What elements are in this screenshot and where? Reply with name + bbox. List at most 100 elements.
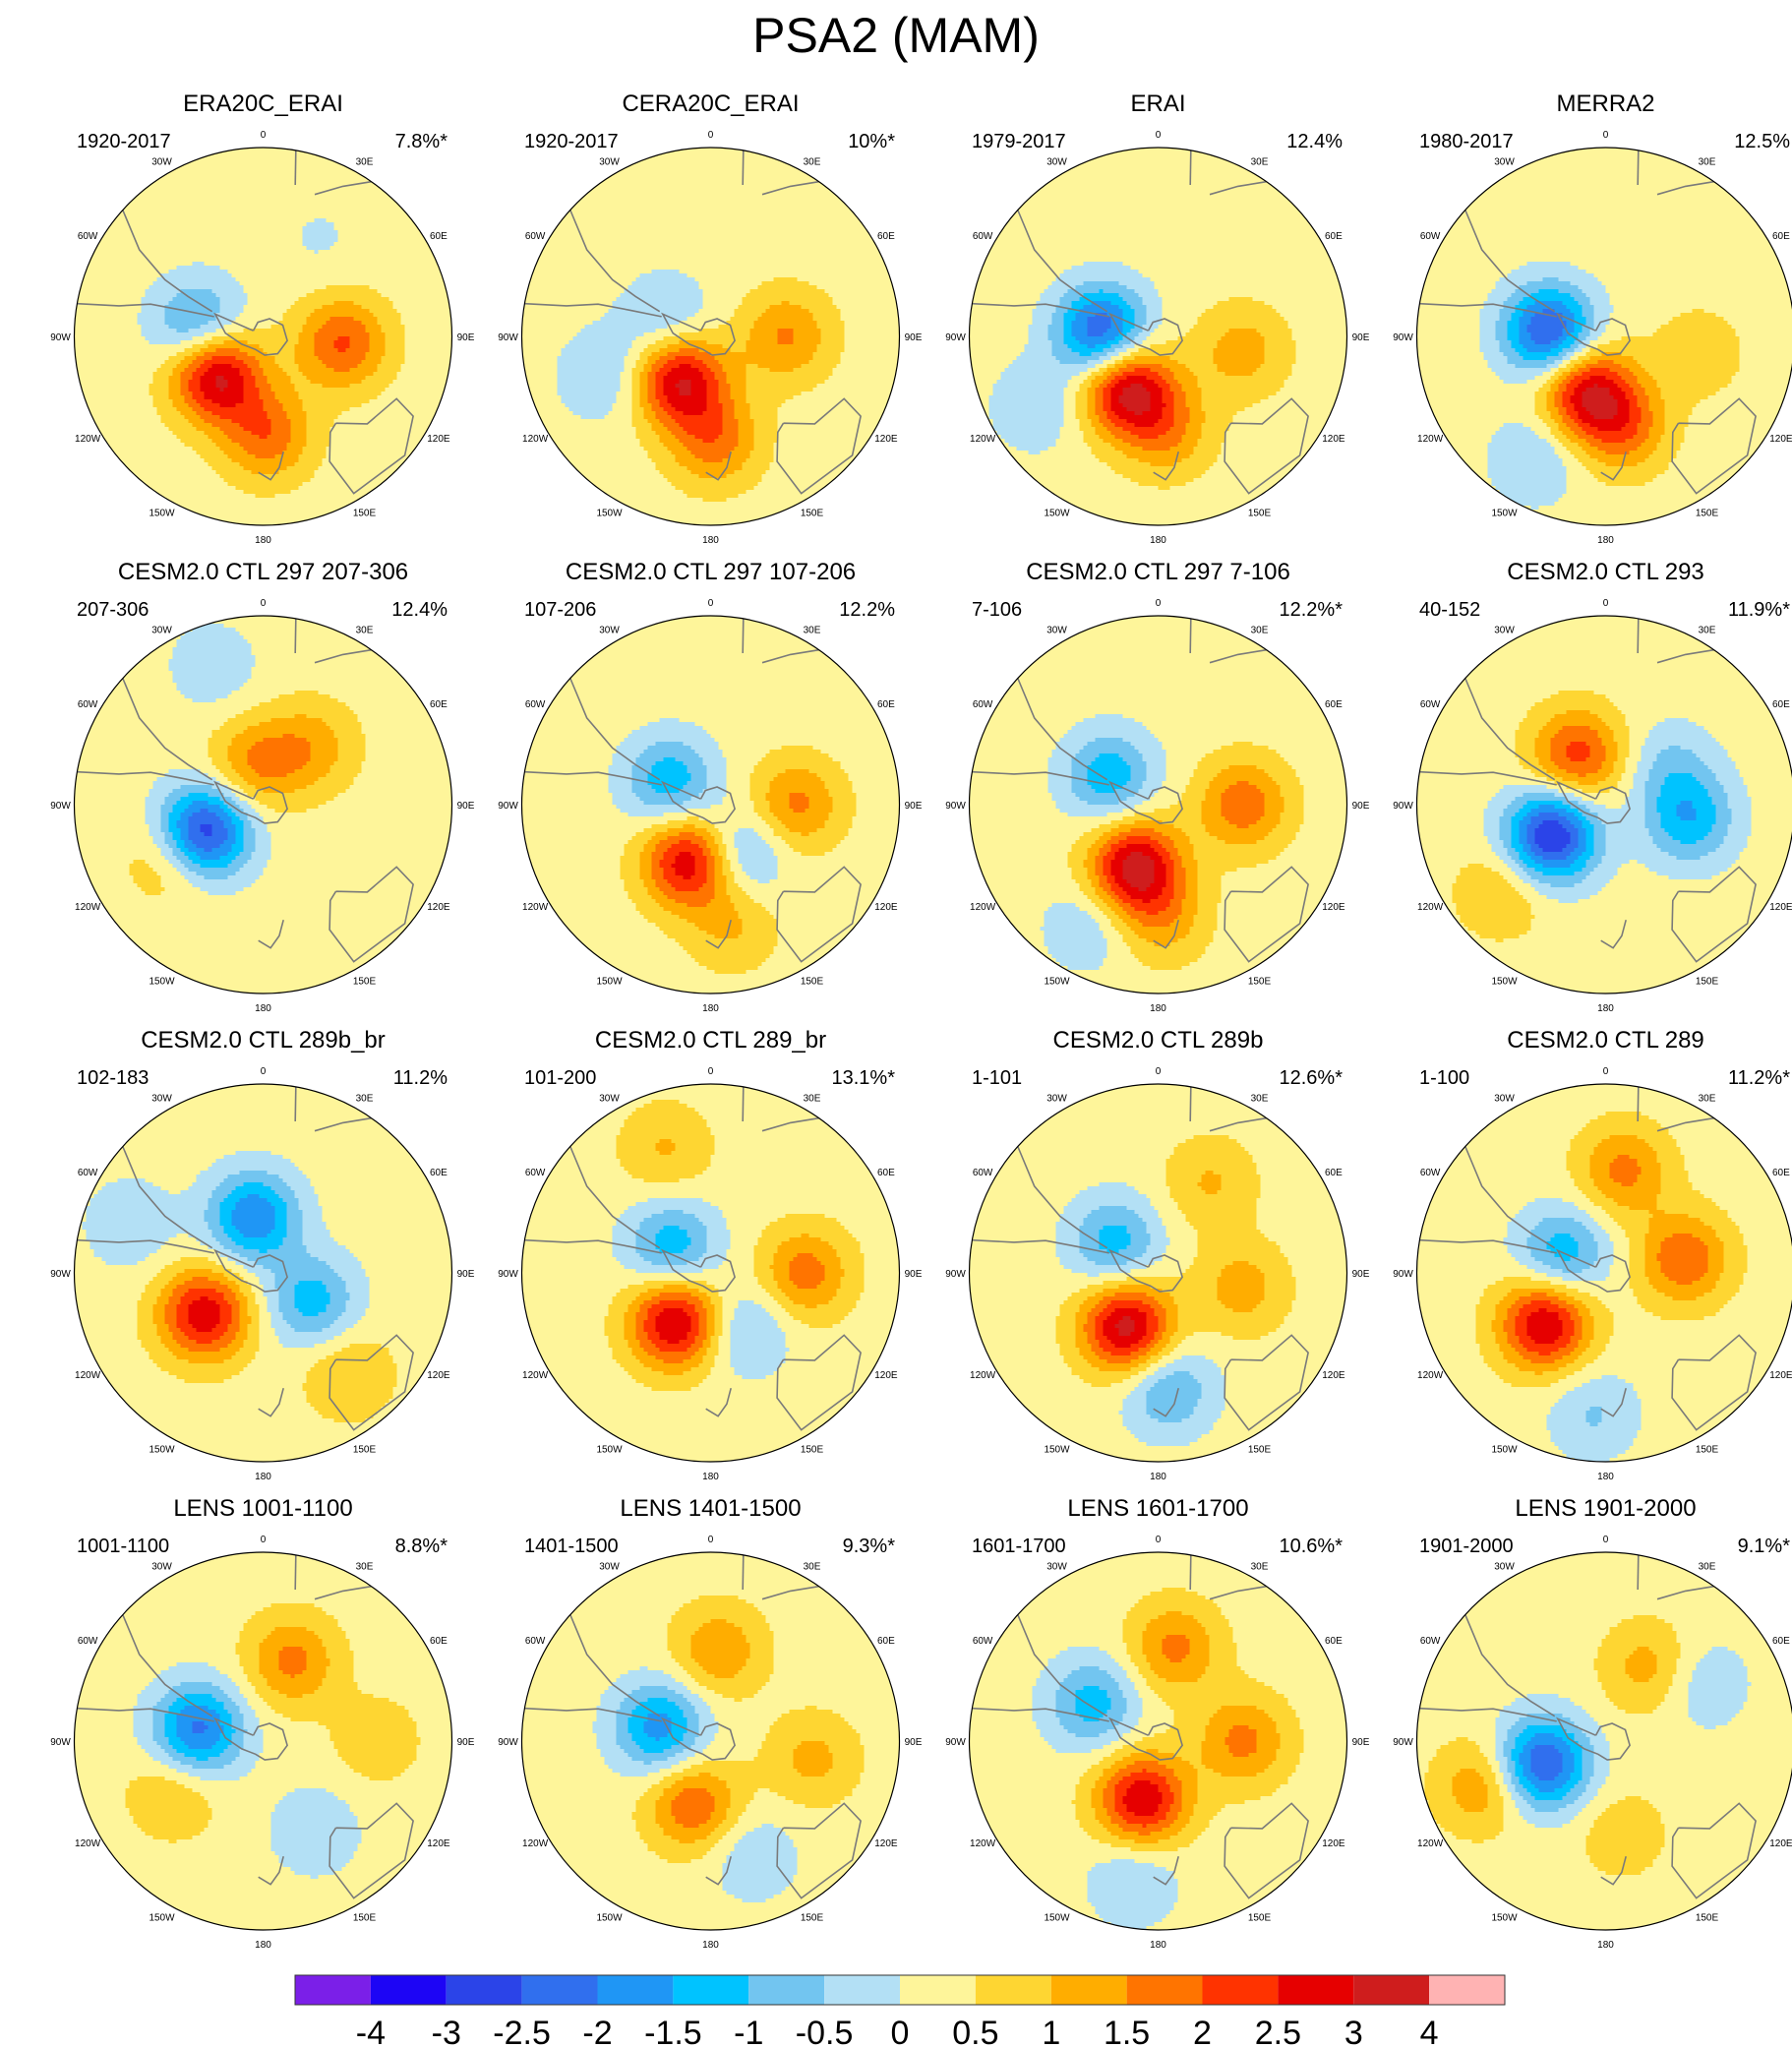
longitude-label: 150E (1248, 1912, 1272, 1923)
panel-variance: 11.2%* (1728, 1066, 1790, 1090)
longitude-label: 120E (1769, 1838, 1792, 1849)
longitude-label: 30E (1251, 1094, 1269, 1105)
colorbar-label: -3 (432, 2015, 461, 2048)
panel-variance: 10.6%* (1280, 1535, 1344, 1558)
longitude-label: 150E (353, 1912, 377, 1923)
colorbar-swatch (748, 1975, 824, 2005)
longitude-label: 180 (255, 1940, 271, 1951)
longitude-label: 120E (427, 434, 450, 445)
longitude-label: 180 (1150, 1940, 1166, 1951)
coastline (1190, 1555, 1191, 1590)
longitude-label: 180 (702, 1003, 719, 1014)
longitude-label: 150E (353, 976, 377, 987)
longitude-label: 60E (877, 699, 895, 710)
longitude-label: 180 (702, 535, 719, 546)
panel-title: CESM2.0 CTL 297 7-106 (934, 559, 1382, 586)
panel-title: CESM2.0 CTL 289_br (487, 1027, 934, 1054)
longitude-label: 90W (50, 332, 71, 343)
colorbar-swatch (371, 1975, 447, 2005)
colorbar-swatch (1203, 1975, 1279, 2005)
longitude-label: 120W (1417, 1838, 1444, 1849)
coastline (1190, 619, 1191, 653)
map-panel: 0 30E 60E 90E 120E 150E 180 150W 120W 90W 60W 30W ER… (39, 90, 487, 553)
longitude-label: 30E (1699, 1094, 1716, 1105)
colorbar-swatch (1051, 1975, 1127, 2005)
longitude-label: 120W (75, 902, 101, 913)
longitude-label: 60W (525, 1636, 546, 1647)
longitude-label: 60E (877, 1168, 895, 1178)
panel-period: 1920-2017 (77, 130, 171, 153)
longitude-label: 90E (1352, 1269, 1370, 1280)
coastline (1638, 619, 1639, 653)
longitude-label: 120E (1769, 434, 1792, 445)
panel-title: CESM2.0 CTL 289 (1382, 1027, 1792, 1054)
longitude-label: 120W (75, 434, 101, 445)
longitude-label: 30E (356, 626, 374, 636)
panel-title: CERA20C_ERAI (487, 90, 934, 118)
longitude-label: 120W (970, 1370, 996, 1381)
longitude-label: 0 (708, 130, 714, 141)
panel-period: 101-200 (524, 1066, 596, 1090)
longitude-label: 90E (1352, 801, 1370, 812)
panel-title: CESM2.0 CTL 289b (934, 1027, 1382, 1054)
panel-variance: 12.6%* (1280, 1066, 1344, 1090)
longitude-label: 180 (1597, 1940, 1614, 1951)
panel-variance: 12.5% (1734, 130, 1790, 153)
longitude-label: 30E (1699, 1562, 1716, 1573)
longitude-label: 30W (599, 626, 620, 636)
longitude-label: 150W (149, 1444, 175, 1455)
panel-title: LENS 1401-1500 (487, 1495, 934, 1523)
colorbar-label: -0.5 (796, 2015, 854, 2048)
longitude-label: 150E (1248, 1444, 1272, 1455)
colorbar-label: 0.5 (952, 2015, 998, 2048)
longitude-label: 60E (1772, 231, 1790, 242)
longitude-label: 30E (1699, 626, 1716, 636)
coastline (295, 151, 296, 185)
colorbar-label: 2 (1193, 2015, 1212, 2048)
panel-title: MERRA2 (1382, 90, 1792, 118)
longitude-label: 30W (151, 1562, 172, 1573)
longitude-label: 150W (1491, 508, 1518, 518)
longitude-label: 60W (78, 231, 98, 242)
longitude-label: 120E (427, 902, 450, 913)
longitude-label: 90E (905, 801, 923, 812)
longitude-label: 0 (261, 598, 267, 609)
longitude-label: 90W (498, 801, 518, 812)
longitude-label: 60W (973, 1168, 993, 1178)
panel-variance: 12.2% (839, 598, 895, 622)
longitude-label: 60E (1325, 699, 1343, 710)
panel-period: 1-100 (1419, 1066, 1469, 1090)
coastline (743, 1087, 744, 1121)
longitude-label: 30E (356, 157, 374, 168)
colorbar-label: -2.5 (493, 2015, 551, 2048)
coastline (1190, 151, 1191, 185)
longitude-label: 30W (1046, 1094, 1067, 1105)
longitude-label: 150E (801, 1444, 824, 1455)
longitude-label: 30W (1046, 626, 1067, 636)
longitude-label: 90W (50, 1737, 71, 1748)
panel-period: 107-206 (524, 598, 596, 622)
longitude-label: 150E (801, 1912, 824, 1923)
longitude-label: 30E (1699, 157, 1716, 168)
longitude-label: 30W (1494, 157, 1515, 168)
longitude-label: 120W (970, 1838, 996, 1849)
longitude-label: 60W (525, 699, 546, 710)
longitude-label: 180 (702, 1940, 719, 1951)
colorbar-swatch (976, 1975, 1051, 2005)
panel-variance: 12.2%* (1280, 598, 1344, 622)
longitude-label: 90E (457, 1269, 475, 1280)
panel-period: 1601-1700 (972, 1535, 1066, 1558)
longitude-label: 120W (970, 902, 996, 913)
longitude-label: 150E (1248, 508, 1272, 518)
longitude-label: 180 (1150, 535, 1166, 546)
longitude-label: 90W (50, 801, 71, 812)
